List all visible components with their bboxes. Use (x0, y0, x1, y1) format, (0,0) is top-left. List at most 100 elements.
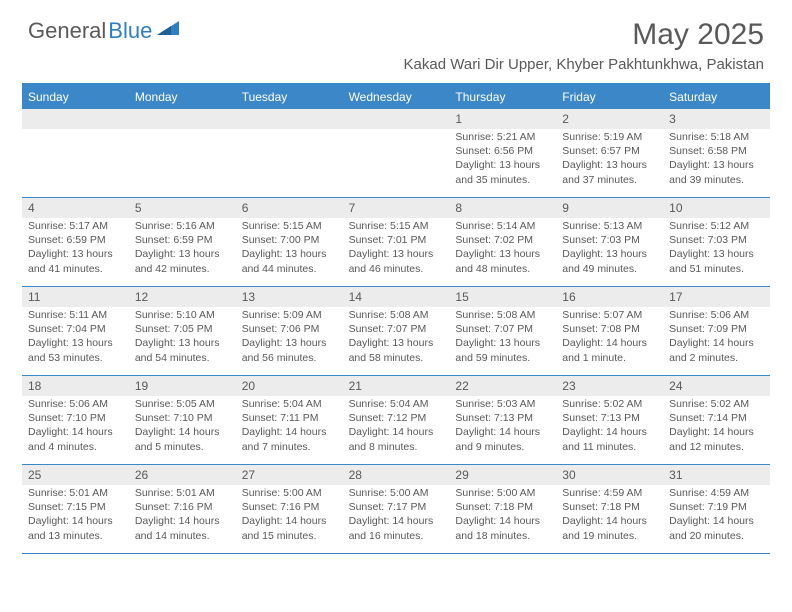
day-cell: 20Sunrise: 5:04 AMSunset: 7:11 PMDayligh… (236, 376, 343, 464)
day-cell: 25Sunrise: 5:01 AMSunset: 7:15 PMDayligh… (22, 465, 129, 553)
daylight-text: and 2 minutes. (669, 351, 766, 365)
weekday-header: Saturday (663, 85, 770, 109)
day-number: 12 (129, 287, 236, 307)
sunset-text: Sunset: 6:58 PM (669, 144, 766, 158)
sunrise-text: Sunrise: 5:12 AM (669, 219, 766, 233)
day-number: 15 (449, 287, 556, 307)
sunrise-text: Sunrise: 5:00 AM (242, 486, 339, 500)
day-number (236, 109, 343, 129)
daylight-text: Daylight: 14 hours (242, 425, 339, 439)
daylight-text: and 51 minutes. (669, 262, 766, 276)
daylight-text: and 12 minutes. (669, 440, 766, 454)
daylight-text: Daylight: 14 hours (562, 425, 659, 439)
day-number: 31 (663, 465, 770, 485)
day-number: 19 (129, 376, 236, 396)
week-row: 18Sunrise: 5:06 AMSunset: 7:10 PMDayligh… (22, 376, 770, 465)
week-row: 1Sunrise: 5:21 AMSunset: 6:56 PMDaylight… (22, 109, 770, 198)
daylight-text: and 16 minutes. (349, 529, 446, 543)
sunrise-text: Sunrise: 5:10 AM (135, 308, 232, 322)
sunrise-text: Sunrise: 5:04 AM (242, 397, 339, 411)
sunrise-text: Sunrise: 5:02 AM (669, 397, 766, 411)
daylight-text: and 14 minutes. (135, 529, 232, 543)
sunset-text: Sunset: 7:10 PM (28, 411, 125, 425)
sunrise-text: Sunrise: 5:00 AM (455, 486, 552, 500)
day-cell: 12Sunrise: 5:10 AMSunset: 7:05 PMDayligh… (129, 287, 236, 375)
day-cell: 29Sunrise: 5:00 AMSunset: 7:18 PMDayligh… (449, 465, 556, 553)
day-number: 27 (236, 465, 343, 485)
daylight-text: Daylight: 13 hours (242, 336, 339, 350)
day-number: 18 (22, 376, 129, 396)
weekday-header: Friday (556, 85, 663, 109)
day-info: Sunrise: 5:11 AMSunset: 7:04 PMDaylight:… (22, 308, 129, 365)
day-cell: 9Sunrise: 5:13 AMSunset: 7:03 PMDaylight… (556, 198, 663, 286)
daylight-text: Daylight: 13 hours (455, 158, 552, 172)
daylight-text: and 58 minutes. (349, 351, 446, 365)
daylight-text: and 42 minutes. (135, 262, 232, 276)
daylight-text: Daylight: 14 hours (349, 425, 446, 439)
day-cell: 2Sunrise: 5:19 AMSunset: 6:57 PMDaylight… (556, 109, 663, 197)
day-cell: 22Sunrise: 5:03 AMSunset: 7:13 PMDayligh… (449, 376, 556, 464)
sunset-text: Sunset: 6:57 PM (562, 144, 659, 158)
daylight-text: and 13 minutes. (28, 529, 125, 543)
day-info: Sunrise: 5:12 AMSunset: 7:03 PMDaylight:… (663, 219, 770, 276)
sunrise-text: Sunrise: 5:05 AM (135, 397, 232, 411)
sunset-text: Sunset: 6:59 PM (135, 233, 232, 247)
daylight-text: and 39 minutes. (669, 173, 766, 187)
day-info: Sunrise: 5:04 AMSunset: 7:11 PMDaylight:… (236, 397, 343, 454)
day-number: 16 (556, 287, 663, 307)
daylight-text: Daylight: 14 hours (562, 514, 659, 528)
day-info: Sunrise: 5:01 AMSunset: 7:16 PMDaylight:… (129, 486, 236, 543)
daylight-text: Daylight: 13 hours (135, 247, 232, 261)
day-cell: 5Sunrise: 5:16 AMSunset: 6:59 PMDaylight… (129, 198, 236, 286)
day-cell: 6Sunrise: 5:15 AMSunset: 7:00 PMDaylight… (236, 198, 343, 286)
day-info: Sunrise: 4:59 AMSunset: 7:18 PMDaylight:… (556, 486, 663, 543)
day-cell: 24Sunrise: 5:02 AMSunset: 7:14 PMDayligh… (663, 376, 770, 464)
day-info: Sunrise: 5:06 AMSunset: 7:09 PMDaylight:… (663, 308, 770, 365)
location-subtitle: Kakad Wari Dir Upper, Khyber Pakhtunkhwa… (0, 56, 792, 79)
daylight-text: and 19 minutes. (562, 529, 659, 543)
day-info: Sunrise: 5:10 AMSunset: 7:05 PMDaylight:… (129, 308, 236, 365)
week-row: 4Sunrise: 5:17 AMSunset: 6:59 PMDaylight… (22, 198, 770, 287)
day-info: Sunrise: 5:18 AMSunset: 6:58 PMDaylight:… (663, 130, 770, 187)
day-number (343, 109, 450, 129)
day-number: 7 (343, 198, 450, 218)
day-number: 11 (22, 287, 129, 307)
sunset-text: Sunset: 7:19 PM (669, 500, 766, 514)
daylight-text: and 1 minute. (562, 351, 659, 365)
daylight-text: Daylight: 14 hours (669, 336, 766, 350)
daylight-text: and 41 minutes. (28, 262, 125, 276)
brand-part1: General (28, 18, 106, 44)
day-info: Sunrise: 5:08 AMSunset: 7:07 PMDaylight:… (343, 308, 450, 365)
sunrise-text: Sunrise: 5:09 AM (242, 308, 339, 322)
daylight-text: and 44 minutes. (242, 262, 339, 276)
daylight-text: and 18 minutes. (455, 529, 552, 543)
day-info: Sunrise: 5:17 AMSunset: 6:59 PMDaylight:… (22, 219, 129, 276)
brand-triangle-icon (157, 21, 179, 40)
daylight-text: and 35 minutes. (455, 173, 552, 187)
day-number: 22 (449, 376, 556, 396)
sunset-text: Sunset: 6:59 PM (28, 233, 125, 247)
day-number: 17 (663, 287, 770, 307)
sunset-text: Sunset: 7:13 PM (562, 411, 659, 425)
week-row: 11Sunrise: 5:11 AMSunset: 7:04 PMDayligh… (22, 287, 770, 376)
day-number (22, 109, 129, 129)
day-cell (22, 109, 129, 197)
day-number: 23 (556, 376, 663, 396)
sunrise-text: Sunrise: 5:17 AM (28, 219, 125, 233)
sunset-text: Sunset: 7:04 PM (28, 322, 125, 336)
daylight-text: and 54 minutes. (135, 351, 232, 365)
day-info: Sunrise: 5:14 AMSunset: 7:02 PMDaylight:… (449, 219, 556, 276)
sunset-text: Sunset: 7:03 PM (669, 233, 766, 247)
daylight-text: Daylight: 13 hours (242, 247, 339, 261)
day-cell: 8Sunrise: 5:14 AMSunset: 7:02 PMDaylight… (449, 198, 556, 286)
daylight-text: and 20 minutes. (669, 529, 766, 543)
daylight-text: Daylight: 13 hours (562, 158, 659, 172)
sunrise-text: Sunrise: 5:16 AM (135, 219, 232, 233)
sunrise-text: Sunrise: 5:03 AM (455, 397, 552, 411)
day-cell: 14Sunrise: 5:08 AMSunset: 7:07 PMDayligh… (343, 287, 450, 375)
day-info: Sunrise: 5:04 AMSunset: 7:12 PMDaylight:… (343, 397, 450, 454)
daylight-text: and 7 minutes. (242, 440, 339, 454)
weeks-container: 1Sunrise: 5:21 AMSunset: 6:56 PMDaylight… (22, 109, 770, 554)
weekday-header: Thursday (449, 85, 556, 109)
day-number: 29 (449, 465, 556, 485)
